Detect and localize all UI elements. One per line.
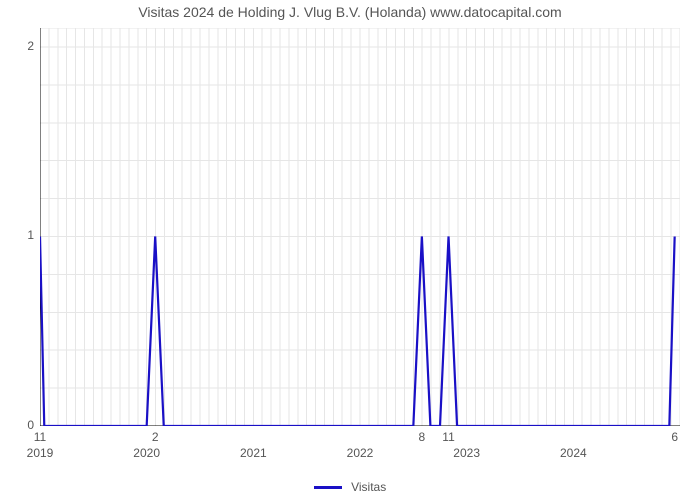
x-point-label: 6	[663, 430, 687, 444]
x-year-label: 2021	[233, 446, 273, 460]
plot-area	[40, 28, 680, 426]
x-year-label: 2024	[553, 446, 593, 460]
series-visitas	[40, 236, 675, 426]
chart-title: Visitas 2024 de Holding J. Vlug B.V. (Ho…	[0, 4, 700, 20]
y-tick-label: 2	[14, 39, 34, 53]
x-point-label: 11	[28, 430, 52, 444]
series-group	[40, 236, 675, 426]
legend-swatch	[314, 486, 342, 489]
grid	[40, 28, 680, 426]
legend: Visitas	[0, 479, 700, 494]
x-point-label: 8	[410, 430, 434, 444]
x-point-label: 11	[437, 430, 461, 444]
x-year-label: 2022	[340, 446, 380, 460]
x-point-label: 2	[143, 430, 167, 444]
y-tick-label: 1	[14, 228, 34, 242]
x-year-label: 2023	[447, 446, 487, 460]
chart-container: Visitas 2024 de Holding J. Vlug B.V. (Ho…	[0, 0, 700, 500]
x-year-label: 2019	[20, 446, 60, 460]
legend-label: Visitas	[351, 480, 386, 494]
x-year-label: 2020	[127, 446, 167, 460]
